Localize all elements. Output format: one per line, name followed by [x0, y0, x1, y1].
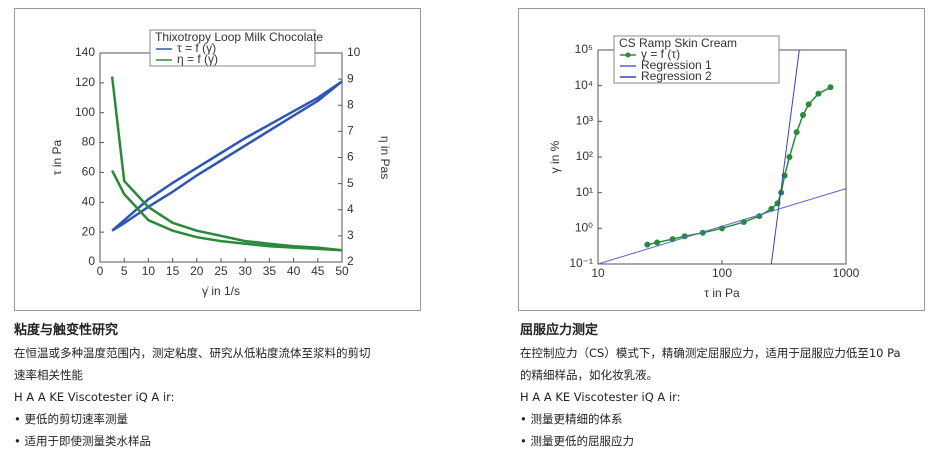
y2-tick-label: 4: [347, 202, 354, 216]
point: [827, 84, 834, 91]
y-tick-label: 60: [82, 165, 96, 179]
chart-title: CS Ramp Skin Cream: [619, 36, 737, 50]
section-title: 粘度与触变性研究: [14, 323, 119, 338]
x-tick-label: 35: [263, 264, 277, 278]
y2-tick-label: 2: [347, 254, 354, 268]
y2-tick-label: 10: [347, 45, 361, 59]
point: [778, 189, 785, 196]
point: [654, 239, 661, 246]
y-tick-label: 10⁰: [575, 221, 593, 235]
legend-label: Regression 2: [641, 69, 712, 83]
y-tick-label: 10⁴: [574, 78, 593, 92]
bullets: 测量更精细的体系测量更低的屈服应力: [520, 408, 910, 452]
y-tick-label: 20: [82, 224, 96, 238]
x-tick-label: 0: [97, 264, 104, 278]
x-tick-label: 5: [121, 264, 128, 278]
y-tick-label: 120: [75, 75, 95, 89]
series-line: [110, 76, 343, 252]
series-line: [770, 49, 800, 265]
y-tick-label: 0: [88, 254, 95, 268]
y-tick-label: 10²: [576, 149, 593, 163]
bullet: 测量更精细的体系: [520, 408, 910, 430]
y-tick-label: 80: [82, 135, 96, 149]
x-tick-label: 25: [214, 264, 228, 278]
section: 粘度与触变性研究 在恒温或多种温度范围内，测定粘度、研究从低粘度流体至浆料的剪切…: [14, 320, 404, 452]
x-tick-label: 50: [335, 264, 349, 278]
legend-label: η = f (γ̇): [177, 52, 218, 66]
legend-box: [613, 35, 780, 84]
chart-title: Thixotropy Loop Milk Chocolate: [155, 30, 323, 44]
bullet: 测量更低的屈服应力: [520, 430, 910, 452]
point: [786, 154, 793, 160]
x-tick-label: 40: [287, 264, 301, 278]
legend-marker: [625, 52, 631, 58]
y2-tick-label: 9: [347, 71, 354, 85]
charts: 0 5 10 15 20 25 30 35 40 45 5002040608010012014023…: [14, 8, 925, 311]
x-tick-label: 20: [190, 264, 204, 278]
x-tick-label: 45: [311, 264, 325, 278]
y-axis-label: τ in Pa: [50, 139, 64, 175]
series-line: [597, 188, 847, 265]
bullet: 更低的剪切速率测量: [14, 408, 404, 430]
bullet: 适用于即使测量类水样品: [14, 430, 404, 452]
legend-label: Regression 1: [641, 58, 712, 72]
x-tick-label: 10: [591, 266, 605, 280]
y2-tick-label: 3: [347, 228, 354, 242]
y-tick-label: 10¹: [576, 185, 593, 199]
point: [793, 129, 800, 136]
y-tick-label: 10⁻¹: [569, 256, 593, 270]
section: 屈服应力测定 在控制应力（CS）模式下，精确测定屈服应力，适用于屈服应力低至10…: [520, 320, 910, 452]
point: [799, 112, 806, 119]
legend-label: γ = f (τ): [641, 47, 680, 61]
y2-axis-label: η in Pas: [378, 136, 392, 179]
section-title: 屈服应力测定: [520, 323, 599, 338]
point: [644, 241, 651, 248]
product: H A A KE Viscotester iQ A ir:: [520, 390, 681, 404]
x-tick-label: 1000: [833, 266, 860, 280]
x-tick-label: 100: [712, 266, 732, 280]
y2-tick-label: 7: [347, 124, 354, 138]
y-tick-label: 10³: [576, 114, 593, 128]
product: H A A KE Viscotester iQ A ir:: [14, 390, 175, 404]
y-tick-label: 10⁵: [575, 42, 593, 56]
bullets: 更低的剪切速率测量适用于即使测量类水样品: [14, 408, 404, 452]
y-axis-label: γ in %: [548, 140, 562, 173]
description: 在控制应力（CS）模式下，精确测定屈服应力，适用于屈服应力低至10 Pa的精细样…: [520, 346, 901, 382]
y2-tick-label: 6: [347, 150, 354, 164]
x-tick-label: 10: [142, 264, 156, 278]
y-tick-label: 100: [75, 105, 95, 119]
y-tick-label: 140: [75, 45, 95, 59]
y-tick-label: 40: [82, 194, 96, 208]
y2-tick-label: 8: [347, 97, 354, 111]
x-tick-label: 30: [239, 264, 253, 278]
legend-label: τ = f (γ̇): [177, 41, 216, 55]
x-axis-label: τ in Pa: [704, 286, 740, 300]
series-line: [111, 80, 343, 232]
description: 在恒温或多种温度范围内，测定粘度、研究从低粘度流体至浆料的剪切速率相关性能: [14, 346, 371, 382]
x-tick-label: 15: [166, 264, 180, 278]
legend-box: [149, 29, 316, 67]
x-axis-label: γ̇ in 1/s: [202, 284, 240, 298]
point: [805, 101, 812, 108]
point: [815, 90, 822, 97]
y2-tick-label: 5: [347, 176, 354, 190]
